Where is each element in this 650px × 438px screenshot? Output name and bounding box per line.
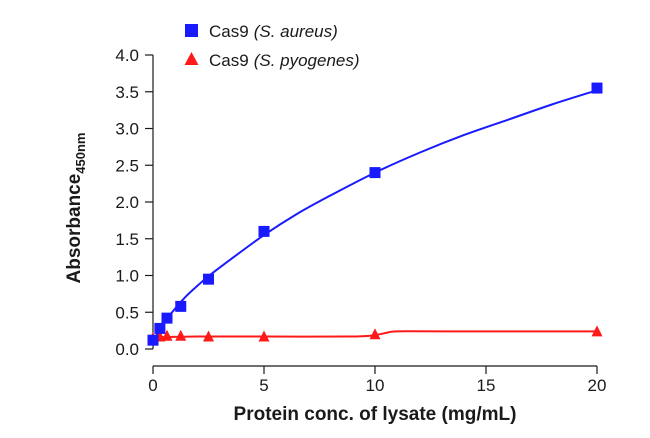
- y-tick-label: 1.0: [115, 267, 139, 286]
- data-point-square: [154, 322, 166, 334]
- data-point-triangle: [161, 329, 173, 341]
- data-point-triangle: [258, 330, 270, 342]
- legend-entry-s-pyogenes: Cas9 (S. pyogenes): [184, 51, 360, 70]
- legend-square-marker: [185, 24, 198, 37]
- data-point-square: [591, 82, 603, 94]
- data-point-square: [258, 225, 270, 237]
- data-point-square: [369, 167, 381, 179]
- x-axis-title: Protein conc. of lysate (mg/mL): [234, 404, 517, 425]
- y-tick-label: 0.0: [115, 340, 139, 359]
- svg-text:Absorbance450nm: Absorbance450nm: [64, 132, 88, 283]
- data-points: [147, 82, 603, 346]
- data-point-triangle: [203, 330, 214, 342]
- legend-label-plain: Cas9: [209, 51, 249, 70]
- legend-label-plain: Cas9: [209, 22, 249, 41]
- y-tick-label: 3.0: [115, 120, 139, 139]
- x-tick-label: 15: [477, 376, 496, 395]
- y-tick-label: 0.5: [115, 303, 139, 322]
- data-point-square: [161, 312, 173, 324]
- x-tick-label: 20: [588, 376, 607, 395]
- x-tick-label: 0: [148, 376, 157, 395]
- x-tick-label: 5: [259, 376, 268, 395]
- data-point-square: [147, 334, 159, 346]
- y-tick-label: 4.0: [115, 46, 139, 65]
- legend-entry-s-aureus: Cas9 (S. aureus): [185, 22, 338, 41]
- y-tick-label: 2.0: [115, 193, 139, 212]
- data-point-triangle: [175, 329, 187, 341]
- y-tick-label: 2.5: [115, 156, 139, 175]
- data-point-triangle: [369, 328, 381, 340]
- svg-text:Cas9(S. pyogenes): Cas9 (S. pyogenes): [209, 51, 360, 70]
- legend: Cas9 (S. aureus) Cas9 (S. pyogenes): [184, 22, 360, 70]
- y-axis-title: Absorbance450nm: [64, 132, 88, 283]
- fit-curve-series-0: [152, 89, 598, 343]
- y-tick-label: 3.5: [115, 83, 139, 102]
- y-axis-title-main: Absorbance: [64, 174, 85, 284]
- data-point-triangle: [591, 325, 603, 337]
- y-tick-label: 1.5: [115, 230, 139, 249]
- data-point-square: [203, 273, 214, 285]
- data-point-square: [175, 300, 187, 312]
- svg-text:Cas9(S. aureus): Cas9 (S. aureus): [209, 22, 338, 41]
- legend-label-italic: (S. aureus): [254, 22, 338, 41]
- legend-triangle-marker: [184, 52, 199, 65]
- x-tick-label: 10: [366, 376, 385, 395]
- chart-axes: 0.0 0.5 1.0 1.5 2.0 2.5 3.0 3.5 4.0 0 5 10 15 20: [115, 46, 606, 395]
- fit-curves: [152, 89, 598, 343]
- y-axis-title-subscript: 450nm: [73, 132, 88, 173]
- legend-label-italic: (S. pyogenes): [254, 51, 360, 70]
